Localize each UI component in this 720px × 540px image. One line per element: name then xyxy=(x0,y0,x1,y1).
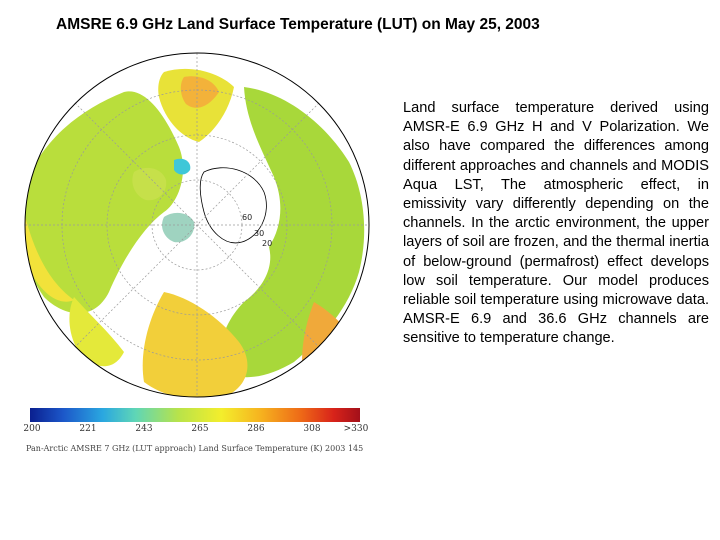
lat-label-20: 20 xyxy=(262,239,272,248)
colorbar-tick: >330 xyxy=(343,424,369,434)
land-east-warm xyxy=(302,302,359,382)
polar-map-svg: 60 30 20 xyxy=(24,52,370,398)
map-caption: Pan-Arctic AMSRE 7 GHz (LUT approach) La… xyxy=(26,444,364,453)
land-baffin xyxy=(132,167,167,201)
land-greenland xyxy=(199,167,267,244)
polar-map: 60 30 20 xyxy=(14,52,380,408)
land-siberia-warm xyxy=(142,292,248,397)
colorbar-tick: 308 xyxy=(303,424,321,434)
lat-label-60: 60 xyxy=(242,213,252,222)
land-alaska xyxy=(69,297,124,367)
colorbar-tick: 265 xyxy=(191,424,209,434)
colorbar-tick: 200 xyxy=(23,424,41,434)
colorbar-ticks: 200 221 243 265 286 308 >330 xyxy=(20,424,368,438)
land-siberia xyxy=(220,87,365,378)
land-north-america xyxy=(25,91,183,314)
land-arctic-islands xyxy=(162,212,195,243)
colorbar-tick: 221 xyxy=(79,424,97,434)
colorbar xyxy=(30,408,360,422)
globe-outline xyxy=(24,52,370,398)
page-title: AMSRE 6.9 GHz Land Surface Temperature (… xyxy=(56,16,540,33)
land-north-america-warm xyxy=(25,212,74,302)
land-cold-patch xyxy=(174,158,191,175)
colorbar-tick: 243 xyxy=(135,424,153,434)
lat-label-30: 30 xyxy=(254,229,264,238)
description-text: Land surface temperature derived using A… xyxy=(403,100,709,347)
graticule xyxy=(25,53,369,397)
colorbar-tick: 286 xyxy=(247,424,265,434)
land-europe-hot xyxy=(180,76,219,108)
